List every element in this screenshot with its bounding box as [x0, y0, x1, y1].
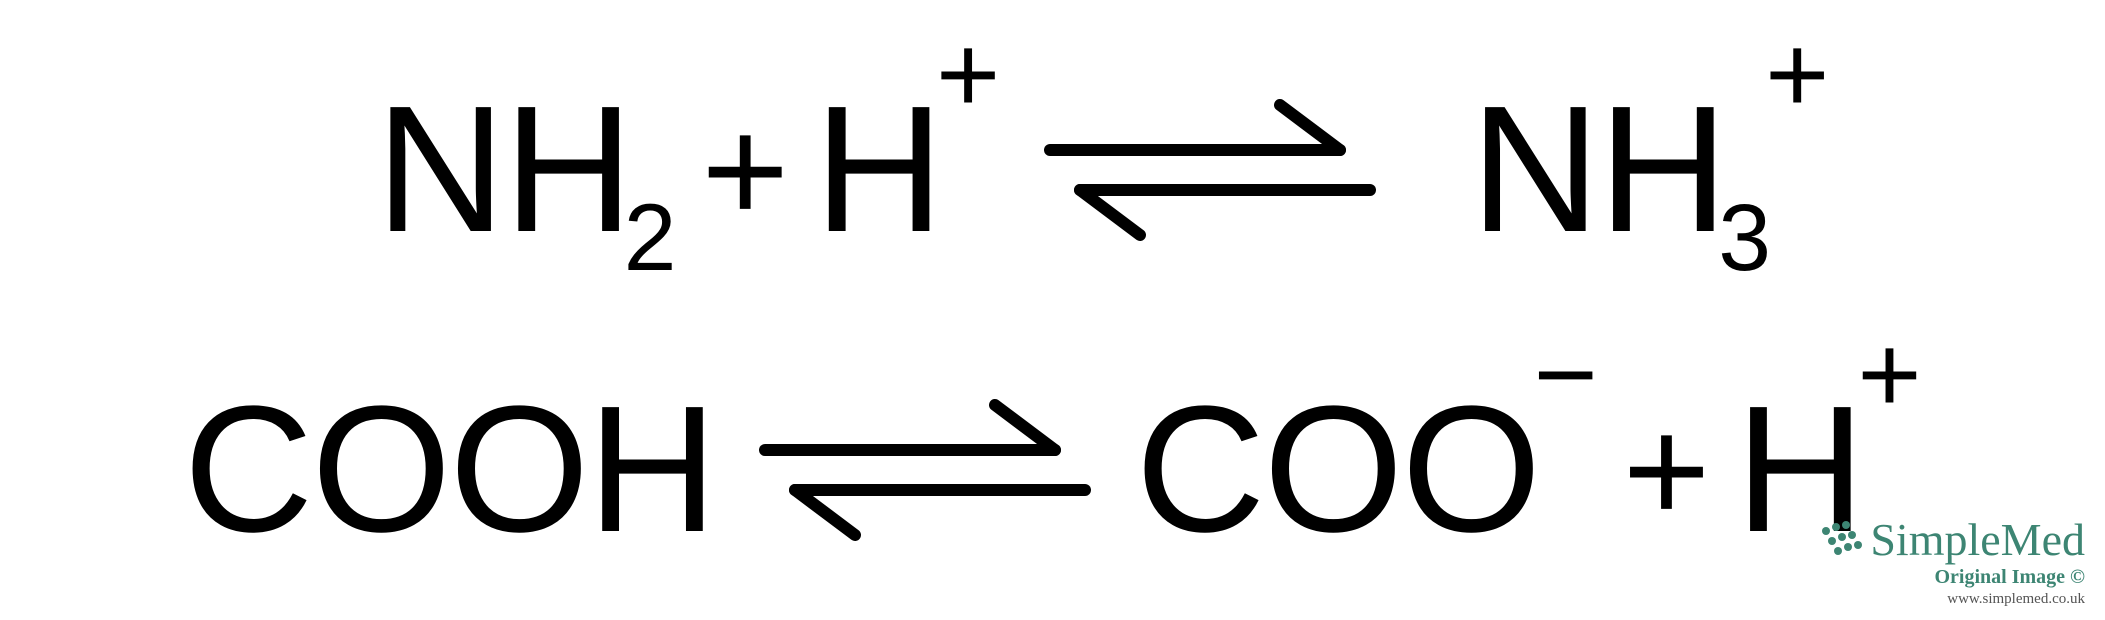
species-cooh: COOH [183, 380, 715, 560]
species-nh3-plus: NH 3 + [1470, 80, 1829, 260]
equation-row-2: COOH COO − + H + [0, 330, 2105, 610]
species-superscript: + [936, 20, 1000, 130]
equation-row-1: NH 2 + H + NH 3 + [0, 30, 2105, 310]
watermark-url: www.simplemed.co.uk [1818, 591, 2085, 608]
species-nh2: NH 2 [376, 80, 677, 260]
watermark-logo-row: SimpleMed [1818, 517, 2085, 563]
species-base: COO [1135, 380, 1539, 560]
species-base: NH [1470, 80, 1726, 260]
watermark-brand: SimpleMed [1870, 517, 2085, 563]
species-base: H [814, 80, 942, 260]
plus-sign: + [701, 84, 789, 257]
equilibrium-arrow-icon [1040, 90, 1380, 250]
brand-dots-icon [1818, 517, 1864, 563]
equilibrium-arrow-icon [755, 390, 1095, 550]
species-superscript: − [1533, 320, 1597, 430]
species-superscript: + [1765, 20, 1829, 130]
species-subscript: 2 [624, 191, 677, 286]
species-coo-minus: COO − [1135, 380, 1597, 560]
species-base: COOH [183, 380, 715, 560]
species-h-plus: H + [814, 80, 1000, 260]
plus-sign: + [1623, 384, 1711, 557]
species-subscript: 3 [1718, 191, 1771, 286]
watermark: SimpleMed Original Image © www.simplemed… [1818, 517, 2085, 608]
species-superscript: + [1857, 320, 1921, 430]
species-base: NH [376, 80, 632, 260]
watermark-subtitle: Original Image © [1818, 565, 2085, 589]
